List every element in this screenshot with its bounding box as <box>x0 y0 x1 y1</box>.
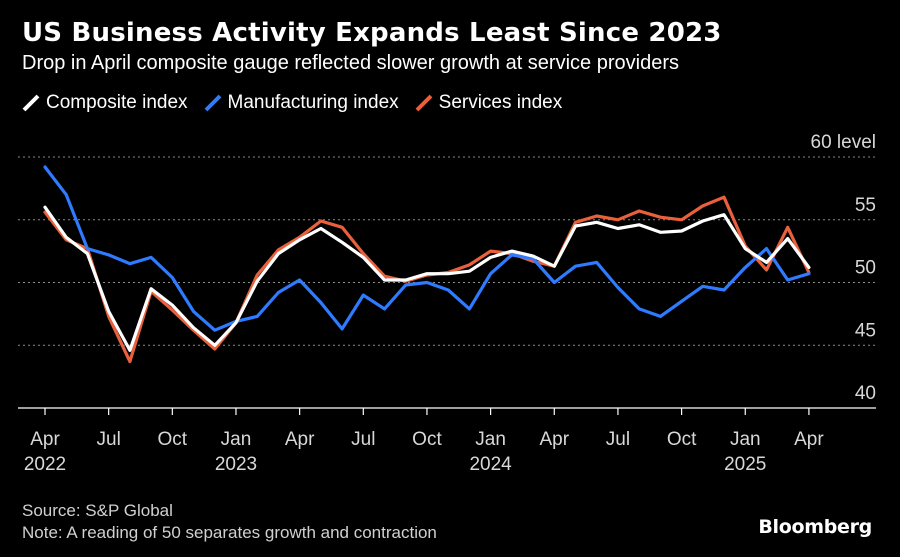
x-tick-year-label: 2022 <box>24 454 66 475</box>
x-tick-label: Jul <box>351 429 375 450</box>
x-tick-year-label: 2024 <box>469 454 512 475</box>
series-line-services-index <box>43 195 811 364</box>
reading-note: Note: A reading of 50 separates growth a… <box>22 523 437 542</box>
x-tick-year-label: 2023 <box>215 454 257 475</box>
legend-label-services: Services index <box>438 92 563 113</box>
series-line-composite-index <box>43 205 811 352</box>
manufacturing-swatch-icon <box>204 94 221 112</box>
line-chart: 40 45 50 55 60 level Apr 2022 Jul Oct Jan 2023 Apr J… <box>18 132 877 475</box>
chart-footer: Source: S&P Global Note: A reading of 50… <box>22 500 437 544</box>
y-tick-label: 45 <box>855 320 876 341</box>
x-tick-label: Oct <box>667 429 697 450</box>
x-tick-label: Oct <box>412 429 442 450</box>
composite-swatch-icon <box>22 94 40 112</box>
y-tick-label: 50 <box>855 258 876 279</box>
y-tick-label: 40 <box>855 383 876 404</box>
y-tick-label: 55 <box>855 195 876 216</box>
chart-legend: Composite index Manufacturing index Serv… <box>22 92 562 114</box>
legend-label-manufacturing: Manufacturing index <box>227 92 399 113</box>
y-tick-label: 60 level <box>811 132 877 153</box>
legend-label-composite: Composite index <box>46 92 188 113</box>
bloomberg-logo: Bloomberg <box>758 516 872 538</box>
x-tick-label: Apr <box>539 429 569 450</box>
x-tick-label: Jan <box>730 429 761 450</box>
legend-item-manufacturing: Manufacturing index <box>204 92 399 114</box>
chart-subtitle: Drop in April composite gauge reflected … <box>22 52 679 74</box>
x-tick-label: Jul <box>606 429 630 450</box>
chart-title: US Business Activity Expands Least Since… <box>22 18 722 48</box>
x-tick-year-label: 2025 <box>724 454 766 475</box>
x-tick-label: Jan <box>221 429 252 450</box>
source-note: Source: S&P Global <box>22 501 173 520</box>
legend-item-services: Services index <box>415 92 563 114</box>
x-tick-label: Apr <box>30 429 60 450</box>
x-tick-label: Apr <box>794 429 824 450</box>
legend-item-composite: Composite index <box>22 92 188 114</box>
x-tick-label: Jul <box>97 429 121 450</box>
x-tick-label: Jan <box>475 429 506 450</box>
series-line-manufacturing-index <box>43 165 811 332</box>
x-tick-label: Apr <box>285 429 315 450</box>
services-swatch-icon <box>415 94 433 112</box>
x-tick-label: Oct <box>158 429 188 450</box>
